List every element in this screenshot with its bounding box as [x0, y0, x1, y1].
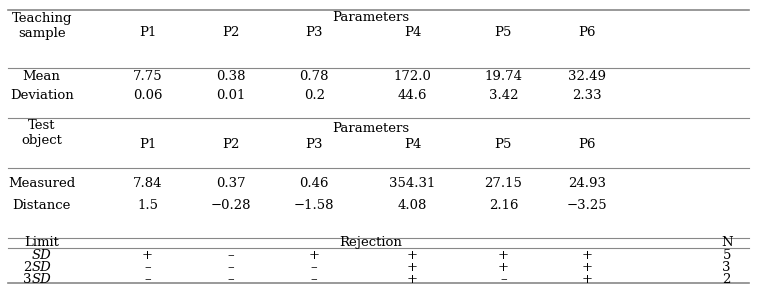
Text: 0.06: 0.06: [133, 89, 162, 102]
Text: +: +: [581, 273, 592, 286]
Text: +: +: [407, 249, 418, 262]
Text: SD: SD: [32, 273, 51, 286]
Text: 32.49: 32.49: [568, 70, 606, 83]
Text: –: –: [228, 249, 234, 262]
Text: 2.33: 2.33: [572, 89, 602, 102]
Text: +: +: [581, 261, 592, 274]
Text: Rejection: Rejection: [339, 237, 403, 249]
Text: Teaching
sample: Teaching sample: [11, 12, 72, 40]
Text: 27.15: 27.15: [484, 177, 522, 190]
Text: Limit: Limit: [24, 237, 59, 249]
Text: 7.84: 7.84: [133, 177, 162, 190]
Text: P6: P6: [578, 27, 596, 39]
Text: 354.31: 354.31: [389, 177, 436, 190]
Text: –: –: [228, 261, 234, 274]
Text: 24.93: 24.93: [568, 177, 606, 190]
Text: –: –: [145, 261, 151, 274]
Text: +: +: [407, 273, 418, 286]
Text: Parameters: Parameters: [332, 11, 410, 24]
Text: P2: P2: [223, 138, 239, 151]
Text: P3: P3: [305, 138, 323, 151]
Text: –: –: [311, 261, 317, 274]
Text: −0.28: −0.28: [210, 199, 251, 212]
Text: Distance: Distance: [12, 199, 71, 212]
Text: −1.58: −1.58: [294, 199, 335, 212]
Text: P1: P1: [139, 138, 156, 151]
Text: +: +: [498, 261, 509, 274]
Text: 3.42: 3.42: [489, 89, 518, 102]
Text: 7.75: 7.75: [132, 70, 163, 83]
Text: P4: P4: [404, 27, 421, 39]
Text: 2: 2: [23, 261, 31, 274]
Text: N: N: [721, 237, 733, 249]
Text: 0.38: 0.38: [217, 70, 245, 83]
Text: Deviation: Deviation: [10, 89, 73, 102]
Text: Measured: Measured: [8, 177, 75, 190]
Text: −3.25: −3.25: [566, 199, 607, 212]
Text: +: +: [498, 249, 509, 262]
Text: Test
object: Test object: [21, 120, 62, 148]
Text: P2: P2: [223, 27, 239, 39]
Text: 1.5: 1.5: [137, 199, 158, 212]
Text: 2.16: 2.16: [489, 199, 518, 212]
Text: P6: P6: [578, 138, 596, 151]
Text: 0.2: 0.2: [304, 89, 325, 102]
Text: 172.0: 172.0: [394, 70, 431, 83]
Text: SD: SD: [32, 249, 51, 262]
Text: –: –: [228, 273, 234, 286]
Text: –: –: [145, 273, 151, 286]
Text: 3: 3: [23, 273, 31, 286]
Text: –: –: [311, 273, 317, 286]
Text: 5: 5: [722, 249, 731, 262]
Text: 0.01: 0.01: [217, 89, 245, 102]
Text: 2: 2: [722, 273, 731, 286]
Text: P1: P1: [139, 27, 156, 39]
Text: Parameters: Parameters: [332, 122, 410, 134]
Text: P3: P3: [305, 27, 323, 39]
Text: +: +: [407, 261, 418, 274]
Text: P5: P5: [495, 27, 512, 39]
Text: 44.6: 44.6: [398, 89, 427, 102]
Text: 19.74: 19.74: [484, 70, 522, 83]
Text: Mean: Mean: [23, 70, 61, 83]
Text: SD: SD: [32, 261, 51, 274]
Text: 0.78: 0.78: [300, 70, 329, 83]
Text: 3: 3: [722, 261, 731, 274]
Text: +: +: [142, 249, 153, 262]
Text: +: +: [309, 249, 319, 262]
Text: 0.46: 0.46: [300, 177, 329, 190]
Text: 0.37: 0.37: [216, 177, 246, 190]
Text: P5: P5: [495, 138, 512, 151]
Text: 4.08: 4.08: [398, 199, 427, 212]
Text: –: –: [500, 273, 506, 286]
Text: +: +: [581, 249, 592, 262]
Text: P4: P4: [404, 138, 421, 151]
